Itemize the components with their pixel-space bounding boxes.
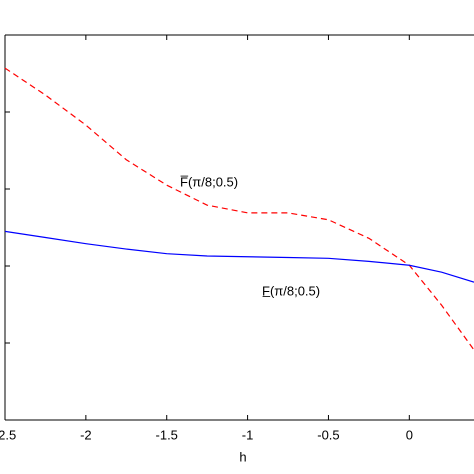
- x-tick-label: -2: [80, 427, 92, 442]
- x-tick-label: -1: [242, 427, 254, 442]
- x-axis-label: h: [239, 449, 246, 464]
- series-label: F̅(π/8;0.5): [180, 174, 238, 189]
- x-tick-label: -2.5: [0, 427, 16, 442]
- x-tick-label: -0.5: [317, 427, 339, 442]
- x-tick-label: -1.5: [156, 427, 178, 442]
- series-label: F̲(π/8;0.5): [262, 283, 320, 298]
- series-line: [4, 230, 474, 283]
- x-tick-label: 0: [406, 427, 413, 442]
